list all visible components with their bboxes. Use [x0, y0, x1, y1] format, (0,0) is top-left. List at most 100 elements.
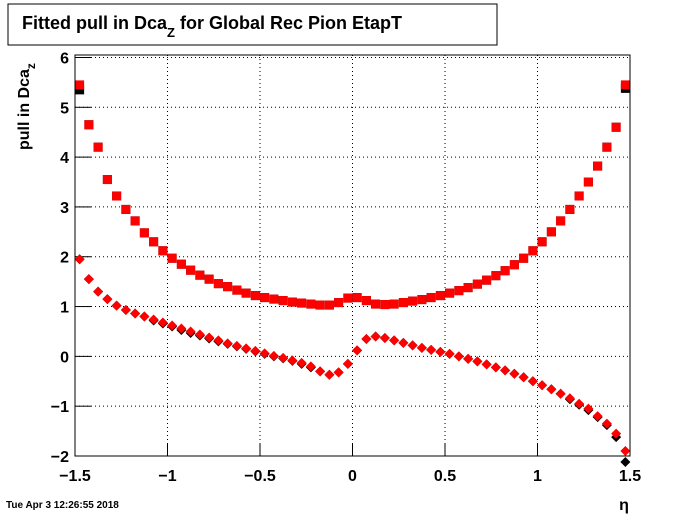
diamond-point — [287, 355, 298, 366]
square-point — [463, 283, 473, 293]
diamond-point — [222, 338, 233, 349]
square-point — [565, 204, 575, 214]
y-tick-label: 2 — [60, 250, 69, 267]
diamond-point — [389, 335, 400, 346]
square-point — [334, 298, 344, 308]
square-point — [361, 296, 371, 306]
diamond-point — [611, 428, 622, 439]
diamond-point — [305, 361, 316, 372]
diamond-point — [426, 344, 437, 355]
diamond-point — [102, 294, 113, 305]
title-rest: for Global Rec Pion EtapT — [175, 13, 402, 33]
square-point — [324, 300, 334, 310]
diamond-point — [453, 351, 464, 362]
diamond-point — [315, 366, 326, 377]
diamond-point — [620, 446, 631, 457]
title-box — [7, 3, 498, 46]
diamond-point — [537, 380, 548, 391]
square-point — [278, 296, 288, 306]
square-point — [445, 288, 455, 298]
square-point — [297, 298, 307, 308]
square-point — [186, 265, 196, 275]
square-point — [75, 85, 85, 95]
y-axis-label: pull in Dcaz — [16, 63, 38, 150]
y-label-main: pull in Dca — [16, 69, 33, 150]
diamond-point — [379, 332, 390, 343]
square-point — [343, 293, 353, 303]
square-point — [241, 288, 251, 298]
diamond-point — [527, 376, 538, 387]
frame — [74, 54, 631, 457]
y-tick-label: 6 — [60, 50, 69, 67]
square-point — [537, 237, 547, 247]
diamond-point — [333, 367, 344, 378]
diamond-point — [324, 369, 335, 380]
diamond-point — [407, 340, 418, 351]
square-point — [213, 279, 223, 289]
diamond-point — [83, 274, 94, 285]
x-tick-label: −1.5 — [59, 468, 91, 485]
square-point — [602, 142, 612, 152]
diamond-point — [167, 320, 178, 331]
diamond-point — [592, 411, 603, 422]
diamond-point — [296, 357, 307, 368]
square-point — [287, 297, 297, 307]
diamond-point — [204, 332, 215, 343]
diamond-point — [601, 418, 612, 429]
square-point — [139, 228, 149, 238]
square-point — [519, 253, 529, 263]
square-point — [315, 300, 325, 310]
square-point — [509, 260, 519, 270]
square-point — [500, 266, 510, 276]
diamond-point — [111, 300, 122, 311]
square-point — [250, 291, 260, 301]
diamond-point — [509, 368, 520, 379]
diamond-point — [352, 345, 363, 356]
diamond-point — [342, 358, 353, 369]
square-point — [398, 298, 408, 308]
square-point — [472, 279, 482, 289]
diamond-point — [463, 353, 474, 364]
square-point — [426, 293, 436, 303]
square-point — [102, 175, 112, 185]
square-point — [130, 216, 140, 226]
square-point — [454, 286, 464, 296]
square-point — [380, 300, 390, 310]
diamond-point — [268, 350, 279, 361]
diamond-point — [555, 388, 566, 399]
diamond-point — [130, 308, 141, 319]
square-point — [482, 275, 492, 285]
square-point — [435, 291, 445, 301]
square-point — [306, 299, 316, 309]
diamond-point — [93, 286, 104, 297]
square-point — [204, 274, 214, 284]
diamond-point — [241, 343, 252, 354]
diamond-point — [361, 333, 372, 344]
timestamp: Tue Apr 3 12:26:55 2018 — [6, 500, 119, 511]
chart-title: Fitted pull in DcaZ for Global Rec Pion … — [22, 13, 402, 40]
square-point — [556, 216, 566, 226]
diamond-point — [481, 359, 492, 370]
square-point — [223, 282, 233, 292]
diamond-point — [185, 326, 196, 337]
square-point — [611, 122, 621, 132]
square-point — [528, 246, 538, 256]
plot-area: −1.5 −1 −0.5 0 0.5 1 1.5 −2 −1 0 1 2 3 4 5 6 — [51, 50, 641, 485]
square-point — [260, 293, 270, 303]
square-point — [269, 294, 279, 304]
square-point — [593, 161, 603, 171]
y-label-sub: z — [24, 63, 38, 69]
square-point — [75, 80, 85, 90]
diamond-point — [139, 311, 150, 322]
title-sub: Z — [167, 25, 175, 40]
diamond-point — [546, 384, 557, 395]
diamond-point — [472, 356, 483, 367]
diamond-point — [74, 254, 85, 265]
x-tick-label: −0.5 — [244, 468, 276, 485]
diamond-point — [148, 314, 159, 325]
y-tick-label: −1 — [51, 399, 69, 416]
square-point — [546, 227, 556, 237]
diamond-point — [259, 348, 270, 359]
y-tick-label: 3 — [60, 200, 69, 217]
x-tick-label: 0 — [348, 468, 357, 485]
